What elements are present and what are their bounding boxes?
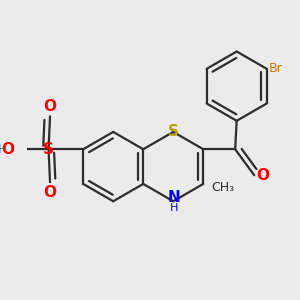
Text: H: H <box>0 143 7 156</box>
Text: O: O <box>44 99 56 114</box>
Text: N: N <box>167 190 180 205</box>
Text: H: H <box>170 203 178 213</box>
Text: CH₃: CH₃ <box>211 181 234 194</box>
Text: S: S <box>168 124 179 140</box>
Text: O: O <box>257 168 270 183</box>
Text: Br: Br <box>269 62 283 75</box>
Text: O: O <box>44 184 56 200</box>
Text: O: O <box>1 142 14 157</box>
Text: S: S <box>43 142 54 157</box>
